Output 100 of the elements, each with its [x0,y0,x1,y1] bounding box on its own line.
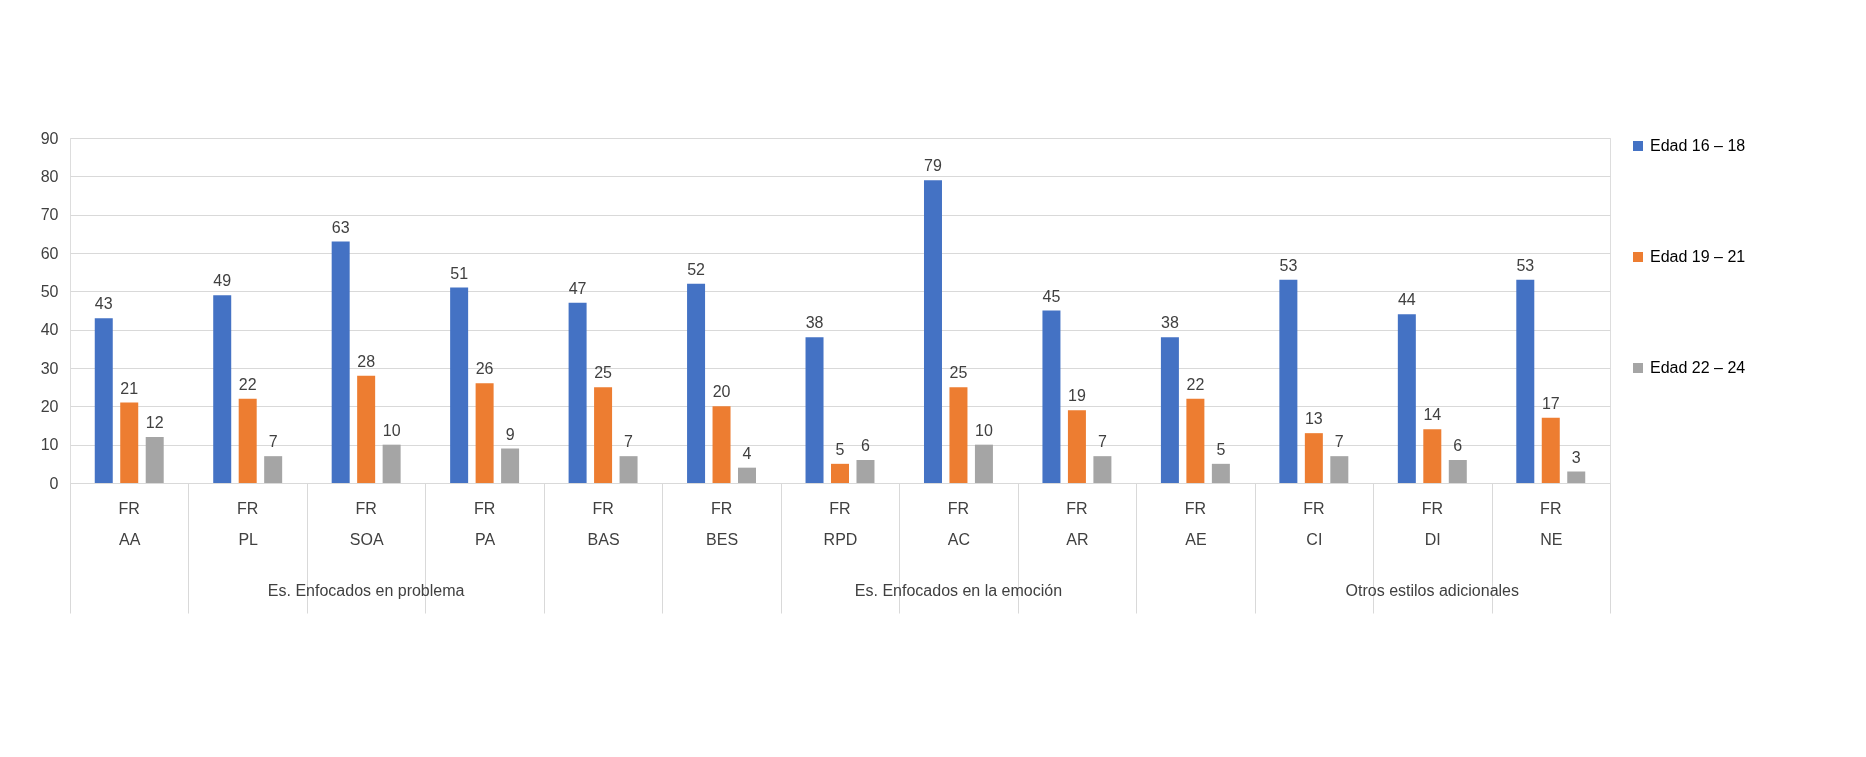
bar [738,467,757,483]
text: FR [1303,500,1325,517]
data-label: 38 [805,314,824,332]
bar [331,241,350,483]
data-label: 52 [687,260,706,278]
y-tick-label: 40 [40,321,59,339]
y-tick-label: 50 [40,282,59,300]
text: FR [355,500,377,517]
x-tick-label: SOA [349,530,384,548]
data-label: 53 [1516,256,1535,274]
x-tick-label: AE [1185,530,1207,548]
data-label: 10 [382,421,401,439]
data-label: 21 [120,379,139,397]
bar [94,318,113,483]
data-label: 22 [1186,375,1205,393]
data-label: 47 [568,279,587,297]
data-label: 4 [742,444,752,462]
legend-label: Edad 22 – 24 [1650,359,1746,376]
data-label: 7 [1334,433,1344,451]
data-label: 12 [145,414,164,431]
bar [382,444,401,483]
bar [145,437,164,483]
data-label: 6 [1453,437,1463,454]
legend-label: Edad 16 – 18 [1650,137,1746,154]
text: Otros estilos adicionales [1345,582,1520,599]
text: FR [947,500,970,517]
data-label: 43 [94,295,113,313]
bar [1279,279,1298,483]
x-tick-label: PA [475,530,496,548]
data-label: 49 [213,272,232,290]
data-label: 25 [594,364,613,382]
data-label: 5 [835,440,845,458]
bar [949,387,968,483]
bar [475,383,494,483]
bar [831,463,849,483]
bar [1330,456,1349,483]
x-tick-label: AR [1066,530,1089,548]
data-label: 51 [450,264,469,282]
bar [1397,314,1416,483]
data-label: 45 [1042,287,1061,305]
bar [264,456,283,483]
bar [1567,471,1586,483]
data-label: 53 [1279,256,1298,274]
bar [974,444,993,483]
y-tick-label: 0 [49,474,59,492]
bar [1211,463,1230,483]
bar [1423,429,1442,483]
text: FR [592,500,614,517]
bar [450,287,469,483]
data-label: 26 [475,360,494,378]
bar [856,460,875,483]
y-tick-label: 90 [40,129,59,147]
bar [213,295,232,483]
y-tick-label: 70 [40,206,59,224]
text: FR [710,500,733,517]
y-tick-label: 80 [40,167,59,185]
data-label: 63 [331,218,350,236]
bar [1093,456,1112,483]
y-tick-label: 60 [40,244,59,262]
data-label: 3 [1571,448,1581,466]
text: FR [1540,500,1562,517]
data-label: 10 [975,421,993,439]
text: Es. Enfocados en problema [267,582,465,599]
bar [120,402,139,483]
text: FR [1421,500,1443,517]
bar [568,302,587,483]
data-label: 7 [624,433,634,451]
data-label: 13 [1304,410,1323,428]
y-tick-label: 30 [40,359,59,377]
x-tick-label: AC [947,530,971,548]
bar [1067,410,1086,483]
bar [619,456,638,483]
x-tick-label: BES [706,530,739,548]
bar [923,180,942,483]
text: FR [1066,500,1088,517]
text: FR [118,500,140,517]
text: FR [829,500,851,517]
data-label: 7 [268,433,278,451]
x-tick-label: DI [1424,530,1441,548]
text: FR [237,500,259,517]
data-label: 6 [861,437,871,454]
bar [1448,460,1467,483]
text: FR [473,500,496,517]
y-tick-label: 10 [40,436,59,454]
text: Es. Enfocados en la emoción [854,582,1063,599]
bar [1541,417,1560,483]
bar [1304,433,1323,483]
bar [238,398,257,483]
data-label: 19 [1068,387,1086,405]
x-tick-label: PL [238,530,259,548]
bar [357,375,376,483]
x-tick-label: NE [1540,530,1563,548]
bar [712,406,731,483]
x-tick-label: CI [1306,530,1323,548]
data-label: 17 [1541,394,1560,412]
data-label: 38 [1161,314,1179,332]
bar [1160,337,1179,483]
legend-label: Edad 19 – 21 [1650,248,1746,265]
data-label: 20 [712,383,731,401]
data-label: 7 [1097,433,1107,451]
